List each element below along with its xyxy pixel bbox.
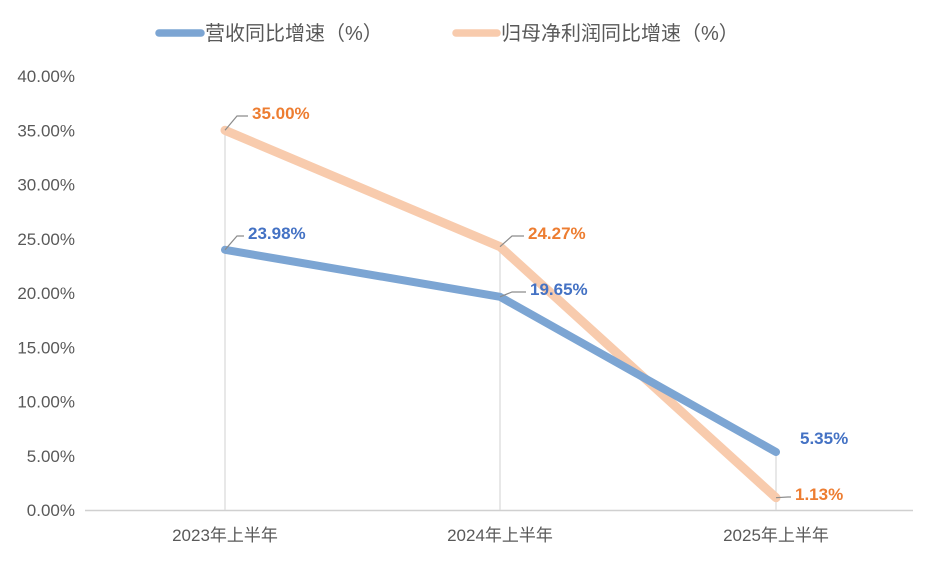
data-label-revenue-2025: 5.35%	[800, 429, 848, 448]
leader-line-net-profit-2024	[499, 235, 524, 248]
y-tick-10: 10.00%	[17, 393, 75, 412]
y-tick-25: 25.00%	[17, 230, 75, 249]
y-tick-20: 20.00%	[17, 284, 75, 303]
y-tick-30: 30.00%	[17, 176, 75, 195]
data-label-net-profit-2024: 24.27%	[528, 224, 586, 243]
leader-line-revenue-2024	[499, 291, 526, 298]
y-tick-15: 15.00%	[17, 338, 75, 357]
y-tick-35: 35.00%	[17, 121, 75, 140]
x-label-2025: 2025年上半年	[723, 526, 829, 545]
x-axis-labels: 2023年上半年 2024年上半年 2025年上半年	[172, 526, 829, 545]
data-label-revenue-2023: 23.98%	[248, 224, 306, 243]
leader-line-revenue-2023	[224, 235, 244, 251]
legend: 营收同比增速（%） 归母净利润同比增速（%）	[155, 22, 739, 45]
leader-line-net-profit-2025	[775, 496, 791, 499]
y-tick-5: 5.00%	[27, 447, 75, 466]
leader-lines	[224, 115, 791, 499]
x-label-2023: 2023年上半年	[172, 526, 278, 545]
data-label-net-profit-2023: 35.00%	[252, 104, 310, 123]
data-label-net-profit-2025: 1.13%	[795, 485, 843, 504]
y-tick-40: 40.00%	[17, 67, 75, 86]
y-axis-ticks: 40.00% 35.00% 30.00% 25.00% 20.00% 15.00…	[17, 67, 75, 520]
drop-lines	[224, 130, 777, 510]
data-label-revenue-2024: 19.65%	[530, 280, 588, 299]
legend-label-revenue: 营收同比增速（%）	[205, 22, 383, 45]
y-tick-0: 0.00%	[27, 501, 75, 520]
data-labels: 35.00% 24.27% 1.13% 23.98% 19.65% 5.35%	[248, 104, 848, 504]
x-label-2024: 2024年上半年	[447, 526, 553, 545]
leader-line-net-profit-2023	[224, 115, 248, 131]
legend-label-net-profit: 归母净利润同比增速（%）	[501, 22, 739, 45]
